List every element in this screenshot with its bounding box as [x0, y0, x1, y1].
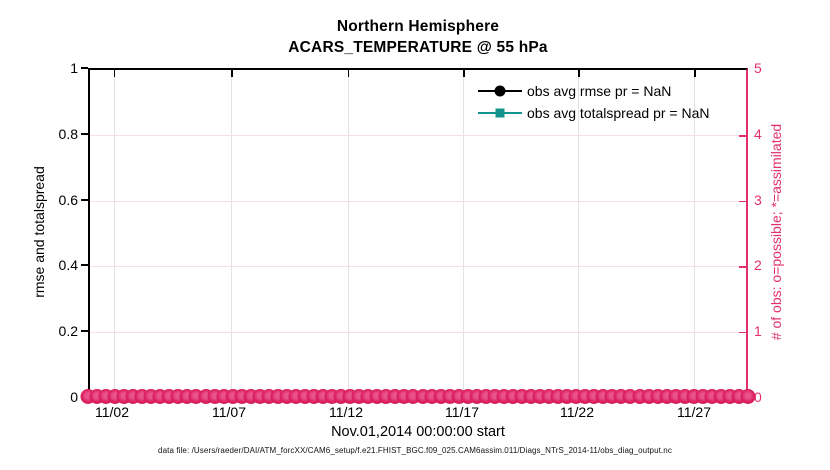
legend-label-rmse: obs avg rmse pr = NaN — [527, 83, 672, 99]
y-right-tick-label: 0 — [754, 389, 762, 405]
y-left-tick-mark — [81, 330, 88, 332]
y-left-tick-mark — [81, 199, 88, 201]
x-tick-mark — [463, 70, 465, 77]
y-left-tick-label: 0.2 — [58, 323, 78, 339]
y-right-tick-label: 5 — [754, 60, 762, 76]
x-tick-mark — [113, 70, 116, 77]
x-tick-mark — [347, 70, 350, 77]
v-gridline — [231, 70, 233, 397]
totalspread-line-marker-icon — [478, 107, 522, 119]
y-right-tick-label: 1 — [754, 323, 762, 339]
y-left-axis-label: rmse and totalspread — [31, 166, 47, 298]
y-left-tick-mark — [81, 67, 88, 69]
y-right-tick-mark — [739, 200, 746, 203]
datafile-path: data file: /Users/raeder/DAI/ATM_forcXX/… — [158, 446, 672, 455]
x-tick-label: 11/07 — [212, 404, 246, 420]
v-gridline — [463, 70, 465, 397]
y-left-tick-label: 0 — [70, 389, 78, 405]
y-left-tick-mark — [81, 264, 88, 266]
x-axis-label: Nov.01,2014 00:00:00 start — [331, 424, 505, 440]
y-left-tick-label: 1 — [70, 60, 78, 76]
h-gridline — [90, 135, 746, 137]
v-gridline — [578, 70, 580, 397]
legend: obs avg rmse pr = NaN obs avg totalsprea… — [478, 80, 710, 124]
chart-title: Northern Hemisphere ACARS_TEMPERATURE @ … — [88, 16, 748, 58]
x-tick-mark — [694, 70, 696, 77]
v-gridline — [347, 70, 349, 397]
x-tick-mark — [231, 70, 233, 77]
rmse-line-marker-icon — [478, 85, 522, 97]
x-tick-label: 11/02 — [95, 404, 129, 420]
h-gridline — [90, 266, 746, 268]
y-right-axis-label: # of obs: o=possible; *=assimilated — [768, 123, 784, 341]
x-tick-mark — [578, 70, 580, 77]
y-right-tick-label: 3 — [754, 192, 762, 208]
chart-title-line1: Northern Hemisphere — [336, 18, 500, 35]
y-left-tick-label: 0.8 — [58, 126, 78, 142]
x-tick-label: 11/27 — [677, 404, 711, 420]
chart-title-line2: ACARS_TEMPERATURE @ 55 hPa — [288, 39, 548, 56]
x-tick-label: 11/22 — [560, 404, 594, 420]
v-gridline — [694, 70, 696, 397]
h-gridline — [90, 331, 746, 333]
y-right-tick-label: 4 — [754, 126, 762, 142]
y-left-tick-label: 0.4 — [58, 257, 78, 273]
x-tick-label: 11/17 — [445, 404, 479, 420]
obs-possible-marker — [740, 389, 756, 404]
legend-item-totalspread: obs avg totalspread pr = NaN — [478, 102, 710, 124]
x-tick-label: 11/12 — [329, 404, 363, 420]
h-gridline — [90, 200, 746, 202]
y-right-tick-mark — [739, 266, 746, 268]
y-left-tick-mark — [81, 133, 88, 135]
legend-label-totalspread: obs avg totalspread pr = NaN — [527, 105, 710, 121]
y-right-tick-mark — [739, 135, 746, 137]
y-right-tick-label: 2 — [754, 257, 762, 273]
y-left-tick-label: 0.6 — [58, 192, 78, 208]
obs-marker-band — [80, 389, 756, 405]
y-right-tick-mark — [739, 331, 746, 334]
legend-item-rmse: obs avg rmse pr = NaN — [478, 80, 710, 102]
v-gridline — [113, 70, 115, 397]
